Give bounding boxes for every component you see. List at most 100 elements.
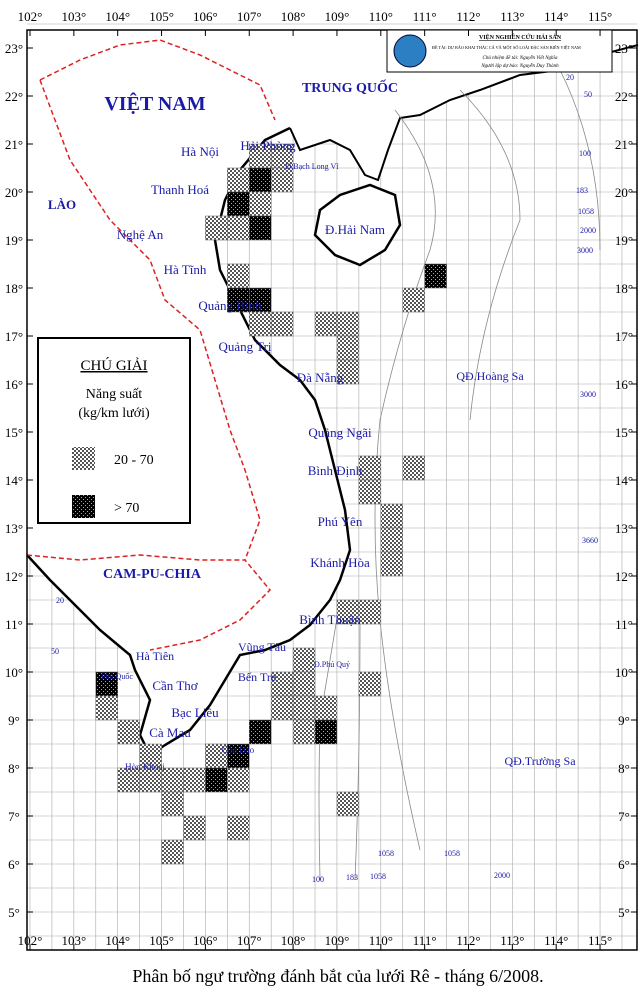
place-label: Bến Tre [238,670,276,684]
depth-label: 1058 [578,207,594,216]
fishing-cell [336,311,360,337]
legend-swatch [72,447,95,470]
place-label: TRUNG QUỐC [302,78,398,96]
place-label: Phú Quốc [101,672,133,681]
depth-label: 100 [312,875,324,884]
lat-label: 10° [5,665,23,680]
fishing-cell [183,815,206,841]
place-label: Bình Thuận [299,612,361,627]
lat-label: 11° [5,617,23,632]
place-label: Hòn Khoai [125,762,165,772]
lat-label: 7° [8,809,20,824]
place-label: Nghệ An [117,227,164,242]
fishing-cell [292,671,316,697]
lat-label: 12° [615,569,633,584]
depth-label: 50 [584,90,592,99]
lat-label: 8° [618,761,630,776]
depth-label: 50 [51,647,59,656]
place-label: Hà Tĩnh [164,262,207,277]
lon-label: 112° [456,9,480,24]
lat-label: 19° [5,233,23,248]
lon-label: 104° [105,933,130,948]
place-label: Khánh Hòa [310,555,370,570]
lat-label: 7° [618,809,630,824]
fishing-cell [380,551,403,577]
logo [393,34,427,68]
lon-label: 107° [237,9,262,24]
lon-label: 103° [61,9,86,24]
lat-label: 22° [5,89,23,104]
fishing-cell [227,191,250,217]
lat-label: 11° [615,617,633,632]
depth-label: 2000 [494,871,510,880]
fishing-cell [249,167,272,193]
fishing-cell [161,839,184,865]
fishing-cell [270,167,294,193]
lat-label: 17° [615,329,633,344]
fishing-cell [249,719,272,745]
lat-label: 16° [5,377,23,392]
place-label: Đ.Hải Nam [325,222,385,237]
fishing-cell [227,215,250,241]
lat-label: 18° [615,281,633,296]
fishing-cell [205,767,228,793]
lat-label: 16° [615,377,633,392]
fishing-cell [336,335,360,361]
depth-label: 1058 [444,849,460,858]
lat-label: 15° [5,425,23,440]
place-label: Quảng Ngãi [308,425,372,440]
place-label: Quảng Bình [198,298,262,313]
lat-label: 8° [8,761,20,776]
institute: VIỆN NGHIÊN CỨU HẢI SẢN [479,33,562,41]
legend-label: > 70 [114,501,139,516]
lat-label: 22° [615,89,633,104]
lat-label: 17° [5,329,23,344]
depth-label: 1058 [378,849,394,858]
fishing-cell [249,191,272,217]
lon-label: 108° [281,933,306,948]
depth-label: 3660 [582,536,598,545]
fishing-cell [402,455,425,481]
lat-label: 5° [618,905,630,920]
fishing-cell [402,287,425,313]
place-label: CAM-PU-CHIA [103,567,202,582]
lat-label: 18° [5,281,23,296]
fishing-cell [227,263,250,289]
depth-label: 1058 [370,872,386,881]
lat-label: 12° [5,569,23,584]
place-label: Thanh Hoá [151,182,209,197]
lon-label: 102° [18,9,43,24]
lon-label: 111° [413,933,437,948]
map-frame [26,29,638,951]
lon-label: 105° [149,9,174,24]
lat-label: 19° [615,233,633,248]
fishing-cell [292,647,316,673]
place-label: QĐ.Hoàng Sa [456,369,524,383]
fishing-cell [249,311,272,337]
depth-label: 2000 [580,226,596,235]
lat-label: 13° [5,521,23,536]
depth-label: 100 [579,149,591,158]
fishing-cell [358,599,382,625]
lead: Chủ nhiệm đề tài: Nguyễn Viết Nghĩa [483,55,558,61]
lat-label: 14° [615,473,633,488]
borders [26,39,276,651]
fishing-cell [227,767,250,793]
legend: CHÚ GIẢI Năng suất (kg/km lưới) 20 - 70 … [37,337,191,524]
project: ĐỀ TÀI: DỰ BÁO KHAI THÁC CÁ VÀ MỘT SỐ LO… [432,45,581,50]
fishing-cell [183,767,206,793]
header-box: VIỆN NGHIÊN CỨU HẢI SẢN ĐỀ TÀI: DỰ BÁO K… [386,29,613,73]
lat-label: 21° [5,137,23,152]
fishing-cell [270,695,294,721]
lat-label: 14° [5,473,23,488]
fishing-cell [314,695,338,721]
fishing-cell [292,695,316,721]
fishing-cell [380,503,403,529]
fishing-cell [314,719,338,745]
fishing-cell [161,791,184,817]
lat-label: 9° [8,713,20,728]
fishing-cell [336,359,360,385]
lat-label: 6° [618,857,630,872]
lon-label: 102° [18,933,43,948]
